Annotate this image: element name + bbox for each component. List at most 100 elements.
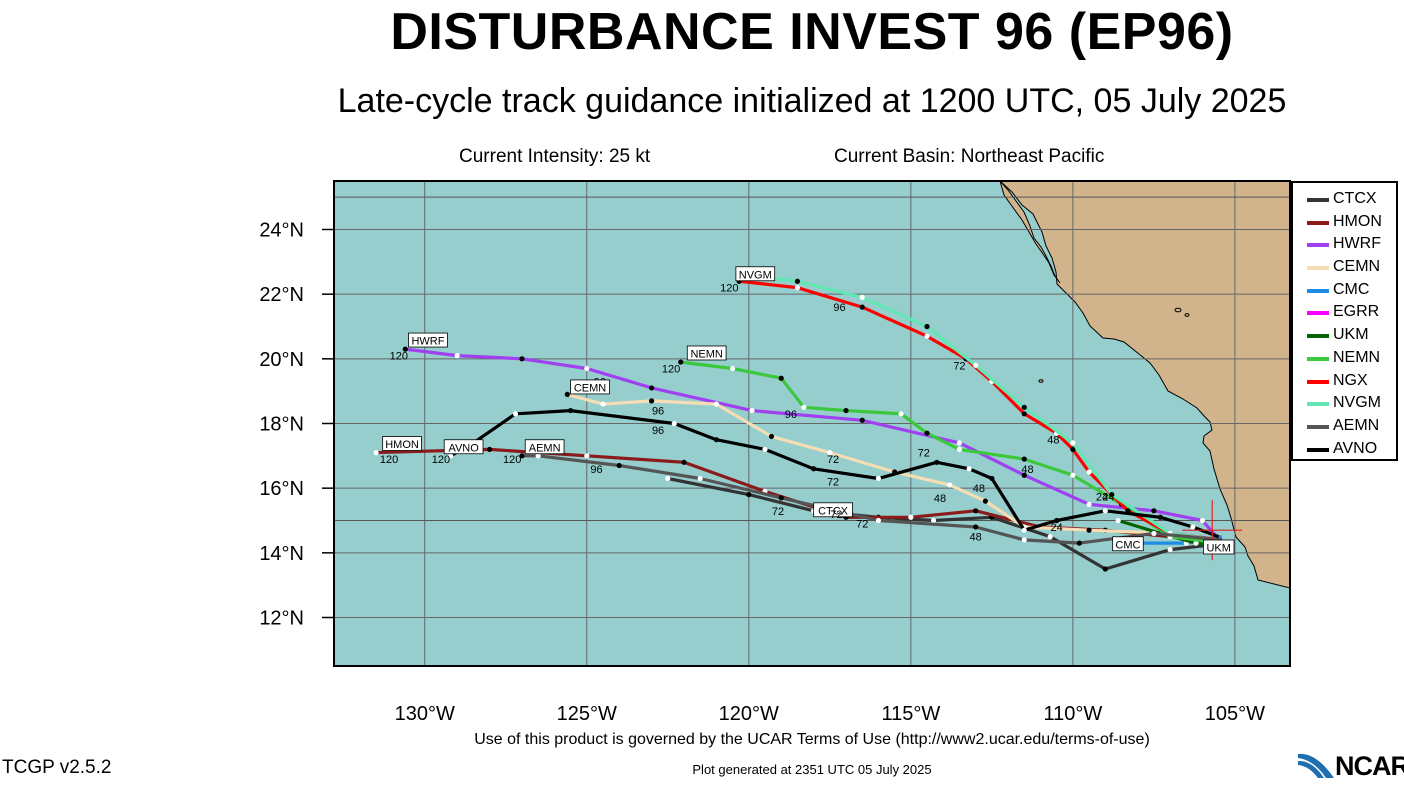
lon-tick-label: 120°W — [719, 703, 779, 725]
forecast-hour-label: 96 — [652, 425, 664, 437]
legend-label: NGX — [1333, 371, 1368, 389]
track-point — [1086, 527, 1092, 533]
forecast-hour-label: 72 — [827, 454, 839, 466]
legend-item-avno: AVNO — [1293, 438, 1396, 461]
legend-swatch — [1307, 379, 1329, 384]
track-point — [448, 453, 454, 459]
legend-label: EGRR — [1333, 303, 1380, 321]
track-point — [454, 353, 460, 359]
track-end-label: CEMN — [574, 382, 606, 394]
forecast-hour-label: 96 — [833, 302, 845, 314]
track-end-label: NVGM — [739, 269, 772, 281]
track-point — [875, 475, 882, 482]
track-point — [1115, 517, 1121, 524]
track-point — [1021, 527, 1027, 533]
legend-swatch — [1307, 402, 1329, 407]
legend-label: CTCX — [1333, 190, 1377, 207]
track-point — [973, 508, 979, 514]
track-point — [908, 514, 914, 520]
track-point — [924, 333, 930, 339]
lon-tick-label: 110°W — [1043, 703, 1102, 725]
legend-item-cemn: CEMN — [1293, 256, 1396, 279]
forecast-hour-label: 96 — [652, 406, 664, 418]
track-point — [794, 278, 801, 284]
track-point — [373, 450, 379, 456]
track-line-avno — [449, 409, 1220, 539]
track-point — [898, 411, 904, 417]
track-point — [713, 401, 720, 407]
forecast-hour-label: 120 — [380, 454, 398, 466]
island — [1174, 307, 1182, 313]
track-point — [1021, 404, 1027, 410]
island — [1184, 313, 1190, 317]
track-point — [1193, 540, 1199, 546]
track-point — [1070, 446, 1076, 452]
legend-item-nemn: NEMN — [1293, 347, 1396, 370]
track-point — [713, 437, 720, 443]
track-point — [875, 517, 882, 524]
track-point — [535, 453, 541, 459]
track-end-label-box — [524, 439, 565, 455]
track-point — [1190, 524, 1196, 530]
forecast-hour-label: 96 — [590, 464, 602, 476]
track-point — [762, 446, 768, 452]
track-point — [778, 375, 784, 381]
lat-tick-label: 20°N — [259, 349, 304, 371]
lat-tick-label: 14°N — [259, 543, 304, 565]
lat-tick-label: 22°N — [259, 284, 304, 306]
forecast-hour-label: 72 — [772, 506, 784, 518]
track-point — [678, 359, 684, 365]
track-point — [1157, 514, 1163, 520]
track-point — [567, 407, 574, 414]
island — [1038, 379, 1044, 383]
legend-label: HWRF — [1333, 235, 1381, 253]
graticule — [334, 181, 1290, 666]
baja-tip — [999, 181, 1061, 284]
track-point — [1021, 411, 1027, 417]
track-point — [930, 517, 937, 524]
track-point — [697, 475, 703, 482]
track-point — [1151, 508, 1157, 514]
legend-swatch — [1307, 266, 1329, 271]
legend-label: HMON — [1333, 212, 1382, 230]
track-point — [584, 365, 590, 372]
forecast-hour-label: 72 — [918, 448, 930, 460]
legend-label: CEMN — [1333, 258, 1381, 276]
legend-swatch — [1307, 334, 1329, 339]
legend-swatch — [1307, 447, 1329, 452]
track-point — [1102, 566, 1108, 572]
version-label: TCGP v2.5.2 — [2, 757, 112, 778]
track-point — [402, 346, 408, 352]
track-point — [801, 404, 807, 410]
forecast-hour-label: 24 — [1096, 491, 1108, 503]
legend-swatch — [1307, 198, 1329, 202]
track-end-label: CMC — [1115, 539, 1140, 551]
track-point — [1021, 472, 1027, 478]
track-end-label: NEMN — [690, 348, 722, 360]
forecast-hour-label: 72 — [827, 477, 839, 489]
track-point — [1109, 492, 1115, 498]
track-point — [600, 401, 606, 407]
track-end-label: HWRF — [411, 336, 444, 348]
legend-item-egrr: EGRR — [1293, 301, 1396, 324]
track-point — [1021, 537, 1027, 543]
track-point — [966, 466, 972, 472]
forecast-hour-label: 48 — [1047, 435, 1059, 447]
track-end-label-box — [1112, 536, 1144, 552]
track-end-label-box — [443, 439, 484, 455]
track-point — [512, 411, 519, 417]
track-point — [746, 492, 752, 498]
track-end-label-box — [1203, 539, 1235, 555]
track-point — [859, 294, 865, 300]
track-point — [956, 446, 963, 452]
track-point — [982, 498, 988, 504]
generated-timestamp: Plot generated at 2351 UTC 05 July 2025 — [692, 762, 932, 777]
forecast-hour-label: 72 — [830, 509, 842, 521]
track-point — [1102, 508, 1108, 514]
lon-tick-label: 115°W — [881, 703, 940, 725]
track-end-label: UKM — [1206, 542, 1230, 554]
track-point — [924, 323, 930, 330]
axis-ticks: 130°W 125°W 120°W 115°W 110°W 105°W 12°N 14°N 16… — [259, 220, 1265, 726]
legend-label: CMC — [1333, 280, 1370, 298]
forecast-hour-label: 120 — [720, 283, 738, 295]
